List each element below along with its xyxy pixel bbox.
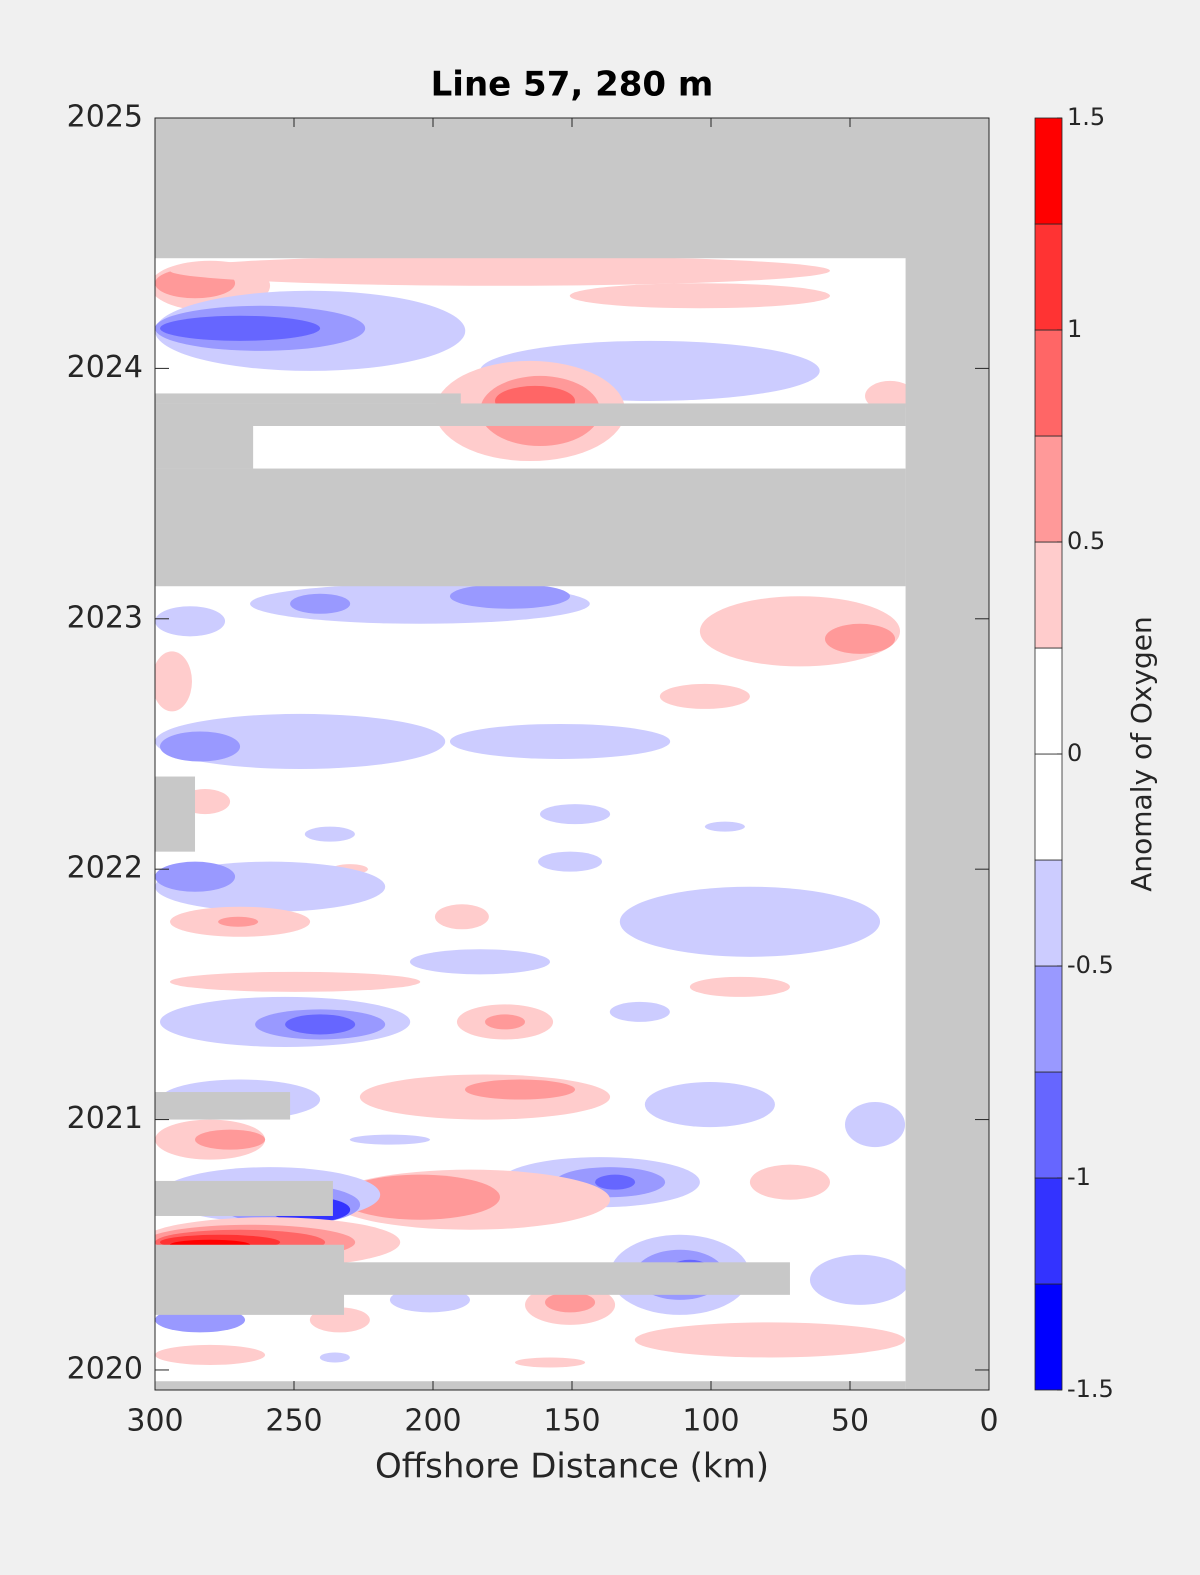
anomaly-region (689, 976, 790, 997)
anomaly-region (195, 1129, 266, 1150)
y-tick-label: 2024 (67, 350, 143, 385)
anomaly-region (704, 821, 745, 832)
anomaly-region (595, 1174, 636, 1190)
anomaly-region (170, 971, 421, 992)
colorbar-band (1034, 1177, 1063, 1285)
no-data-region (155, 1381, 906, 1390)
no-data-region (155, 1180, 333, 1216)
y-tick-label: 2020 (67, 1351, 143, 1386)
anomaly-region (484, 1014, 526, 1030)
colorbar-band (1034, 753, 1063, 861)
x-axis-label: Offshore Distance (km) (375, 1447, 769, 1487)
anomaly-region (634, 1322, 906, 1358)
anomaly-region (449, 583, 571, 609)
colorbar-tick-label: -0.5 (1067, 951, 1114, 979)
colorbar-tick-label: 1.5 (1067, 103, 1105, 131)
no-data-region (905, 118, 989, 1390)
colorbar-tick-label: -1 (1067, 1163, 1091, 1191)
y-tick-label: 2021 (67, 1101, 143, 1136)
anomaly-region (824, 623, 896, 654)
colorbar-band (1034, 965, 1063, 1073)
anomaly-region (170, 255, 830, 286)
no-data-region (155, 403, 906, 426)
anomaly-region (659, 683, 750, 709)
chart-title: Line 57, 280 m (431, 65, 714, 105)
colorbar-tick-label: 1 (1067, 315, 1082, 343)
anomaly-region (155, 1344, 266, 1365)
anomaly-region (160, 731, 241, 762)
colorbar-tick-label: -1.5 (1067, 1375, 1114, 1403)
anomaly-region (545, 1292, 596, 1313)
anomaly-region (319, 1352, 350, 1363)
no-data-region (155, 776, 196, 852)
colorbar-band (1034, 859, 1063, 967)
anomaly-region (844, 1102, 906, 1148)
colorbar-band (1034, 435, 1063, 543)
axes: 300 250 200 150 100 50 0 2020 2021 2022 2023 2024 20… (67, 100, 1114, 1439)
colorbar-band (1034, 647, 1063, 755)
colorbar-band (1034, 223, 1063, 331)
y-tick-label: 2025 (67, 100, 143, 135)
contour-field (155, 118, 989, 1390)
y-tick-label: 2022 (67, 851, 143, 886)
x-tick-label: 300 (126, 1404, 183, 1439)
y-tick-label: 2023 (67, 600, 143, 635)
no-data-region (155, 425, 254, 469)
anomaly-region (218, 916, 259, 927)
anomaly-region (569, 283, 830, 309)
no-data-region (155, 393, 461, 404)
anomaly-region (155, 606, 226, 637)
anomaly-region (290, 593, 351, 614)
anomaly-region (540, 804, 611, 825)
anomaly-region (349, 1134, 430, 1145)
anomaly-region (434, 904, 489, 930)
anomaly-region (409, 949, 551, 975)
colorbar-label: Anomaly of Oxygen (1125, 616, 1158, 892)
colorbar-band (1034, 541, 1063, 649)
anomaly-region (464, 1079, 576, 1100)
x-tick-label: 100 (682, 1404, 739, 1439)
no-data-region (155, 1092, 291, 1120)
anomaly-region (285, 1014, 356, 1035)
anomaly-region (809, 1254, 911, 1305)
anomaly-region (155, 651, 192, 712)
anomaly-region (515, 1357, 586, 1368)
colorbar-tick-label: 0.5 (1067, 527, 1105, 555)
x-tick-label: 250 (265, 1404, 322, 1439)
no-data-region (155, 1262, 790, 1295)
anomaly-region (644, 1082, 775, 1128)
colorbar-band (1034, 1071, 1063, 1179)
anomaly-region (155, 861, 236, 892)
no-data-region (155, 468, 906, 587)
anomaly-region (160, 315, 321, 341)
anomaly-region (339, 1174, 500, 1220)
colorbar-band (1034, 329, 1063, 437)
no-data-region (155, 118, 989, 259)
colorbar-band (1034, 117, 1063, 225)
anomaly-region (609, 1001, 670, 1022)
anomaly-region (749, 1164, 830, 1200)
colorbar-band (1034, 1283, 1063, 1391)
anomaly-region (619, 886, 881, 957)
anomaly-region (449, 723, 671, 760)
x-tick-label: 0 (979, 1404, 998, 1439)
x-tick-label: 200 (404, 1404, 461, 1439)
anomaly-region (538, 851, 603, 872)
anomaly-region (304, 826, 355, 842)
x-tick-label: 150 (543, 1404, 600, 1439)
x-tick-label: 50 (831, 1404, 869, 1439)
colorbar-tick-label: 0 (1067, 739, 1082, 767)
